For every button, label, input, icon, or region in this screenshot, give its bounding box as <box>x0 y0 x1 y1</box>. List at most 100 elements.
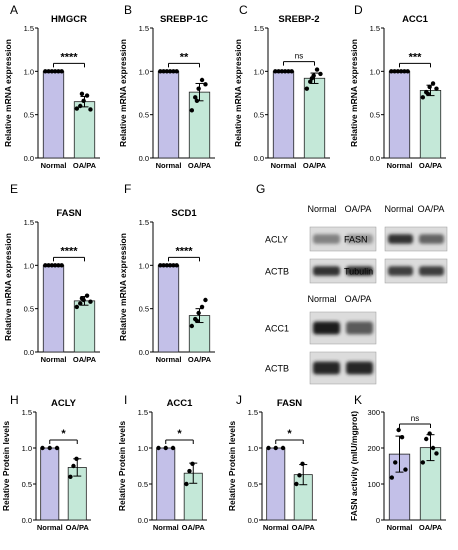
y-tick-label: 1.5 <box>254 24 264 33</box>
data-point <box>74 456 79 461</box>
panel-letter: I <box>124 393 127 407</box>
data-point <box>174 69 179 74</box>
y-tick-label: 0.0 <box>139 348 149 357</box>
x-tick-label: OA/PA <box>66 523 90 532</box>
data-point <box>399 435 405 440</box>
y-tick-label: 0.5 <box>24 305 34 314</box>
chart-title: SCD1 <box>171 208 197 219</box>
data-point <box>46 263 51 268</box>
y-tick-label: 0.0 <box>138 516 148 525</box>
y-tick-label: 0.0 <box>248 516 258 525</box>
data-point <box>279 69 285 74</box>
data-point <box>59 69 64 74</box>
x-tick-label: Normal <box>37 523 63 532</box>
data-point <box>427 431 432 436</box>
chart-panel-f: F SCD1 Relative mRNA expression 0.0 0.5 1.0 1.… <box>118 182 215 364</box>
data-point <box>59 263 64 268</box>
data-point <box>430 445 436 451</box>
chart-title: FASN <box>56 208 81 219</box>
blot-band <box>313 234 340 244</box>
data-point <box>420 95 426 100</box>
data-point <box>163 445 168 451</box>
data-point <box>199 77 205 83</box>
y-tick-label: 1.5 <box>138 408 148 417</box>
blot-band <box>346 234 373 244</box>
data-point <box>79 296 85 301</box>
y-tick-label: 1.5 <box>139 218 149 227</box>
data-point <box>161 263 166 268</box>
y-axis-label: Relative mRNA expression <box>118 233 128 341</box>
bar-normal <box>157 70 180 159</box>
blot-band <box>346 361 373 375</box>
blot-row-label: ACLY <box>265 235 288 245</box>
data-point <box>392 69 397 74</box>
y-axis-label: Relative mRNA expression <box>3 233 13 341</box>
x-tick-label: Normal <box>156 161 182 170</box>
x-tick-label: Normal <box>271 161 297 170</box>
data-point <box>158 263 163 268</box>
blot-band <box>419 266 444 276</box>
data-point <box>395 69 401 74</box>
bar-normal <box>40 447 60 521</box>
data-point <box>47 445 52 451</box>
y-tick-label: 0.0 <box>139 154 149 163</box>
significance-label: * <box>61 428 66 440</box>
y-axis-label: Relative mRNA expression <box>118 39 128 147</box>
chart-title: FASN <box>277 398 302 409</box>
data-point <box>71 463 76 469</box>
chart-title: SREBP-1C <box>160 14 208 25</box>
data-point <box>184 481 189 487</box>
blot-band <box>388 234 413 244</box>
y-tick-label: 1.0 <box>370 67 380 76</box>
panel-letter: E <box>10 182 18 196</box>
x-tick-label: OA/PA <box>182 523 206 532</box>
data-point <box>273 445 278 451</box>
data-point <box>393 460 398 465</box>
x-tick-label: Normal <box>387 523 413 532</box>
blot-lane-header: Normal <box>307 294 336 304</box>
x-tick-label: OA/PA <box>419 523 443 532</box>
significance-label: **** <box>175 245 193 257</box>
panel-letter: K <box>354 393 362 407</box>
y-tick-label: 1.0 <box>139 67 149 76</box>
data-point <box>170 445 176 451</box>
data-point <box>56 263 61 268</box>
y-tick-label: 1.0 <box>254 67 264 76</box>
y-tick-label: 1.5 <box>24 218 34 227</box>
bar-normal <box>272 70 295 159</box>
data-point <box>158 69 163 74</box>
data-point <box>190 461 195 467</box>
data-point <box>88 107 93 112</box>
y-tick-label: 1.5 <box>139 24 149 33</box>
blot-band <box>419 234 444 244</box>
x-tick-label: Normal <box>263 523 289 532</box>
data-point <box>193 95 198 100</box>
data-point <box>309 76 315 81</box>
blot-row-label: ACTB <box>265 364 289 374</box>
data-point <box>389 69 394 74</box>
chart-panel-b: B SREBP-1C Relative mRNA expression 0.0 0.5 1… <box>118 3 215 170</box>
y-axis-label: Relative Protein levels <box>117 421 127 512</box>
significance-label: ns <box>411 414 419 423</box>
data-point <box>203 297 208 303</box>
data-point <box>84 293 90 298</box>
data-point <box>398 69 404 74</box>
significance-label: * <box>287 428 292 440</box>
y-tick-label: 1.5 <box>370 24 380 33</box>
x-tick-label: OA/PA <box>188 161 212 170</box>
data-point <box>304 86 310 91</box>
data-point <box>49 263 55 268</box>
data-point <box>78 301 83 306</box>
chart-title: ACC1 <box>167 398 194 409</box>
significance-label: ** <box>180 51 189 63</box>
data-point <box>196 310 201 316</box>
data-point <box>74 106 80 111</box>
x-tick-label: Normal <box>156 355 182 364</box>
data-point <box>52 263 58 268</box>
y-tick-label: 1.0 <box>24 261 34 270</box>
significance-label: *** <box>409 51 423 63</box>
data-point <box>49 69 55 74</box>
bar-normal <box>157 264 180 353</box>
y-tick-label: 0.5 <box>139 111 149 120</box>
